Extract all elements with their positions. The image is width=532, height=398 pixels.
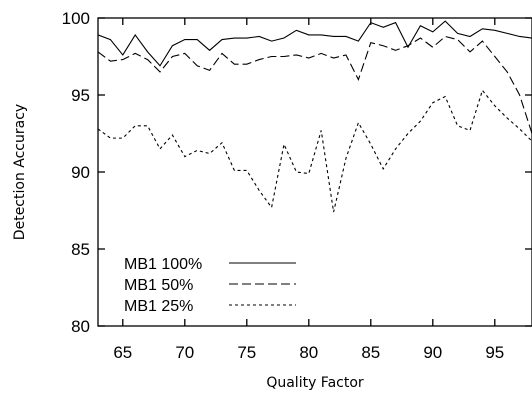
legend: MB1 100% MB1 50% MB1 25% bbox=[124, 256, 296, 315]
x-tick-label: 65 bbox=[113, 343, 132, 362]
axis-ticks bbox=[98, 17, 532, 327]
series-line-1 bbox=[98, 20, 532, 67]
y-axis-label: Detection Accuracy bbox=[12, 104, 28, 240]
x-tick-label: 95 bbox=[485, 343, 504, 362]
series-line-3 bbox=[98, 89, 532, 213]
x-tick-label: 75 bbox=[237, 343, 256, 362]
y-tick-label: 95 bbox=[71, 86, 90, 105]
x-axis-label: Quality Factor bbox=[266, 375, 364, 391]
x-tick-label: 70 bbox=[175, 343, 194, 362]
y-tick-label: 100 bbox=[62, 9, 90, 28]
x-tick-label: 80 bbox=[299, 343, 318, 362]
y-tick-label: 90 bbox=[71, 163, 90, 182]
x-tick-label: 90 bbox=[423, 343, 442, 362]
axis-tick-labels: 65 70 75 80 85 90 95 80 85 90 95 100 bbox=[62, 9, 505, 362]
plot-lines bbox=[98, 20, 532, 213]
legend-label-2: MB1 50% bbox=[124, 277, 193, 294]
legend-label-1: MB1 100% bbox=[124, 256, 202, 273]
legend-label-3: MB1 25% bbox=[124, 298, 193, 315]
y-tick-label: 85 bbox=[71, 240, 90, 259]
series-line-2 bbox=[98, 35, 532, 134]
y-tick-label: 80 bbox=[71, 317, 90, 336]
x-tick-label: 85 bbox=[361, 343, 380, 362]
